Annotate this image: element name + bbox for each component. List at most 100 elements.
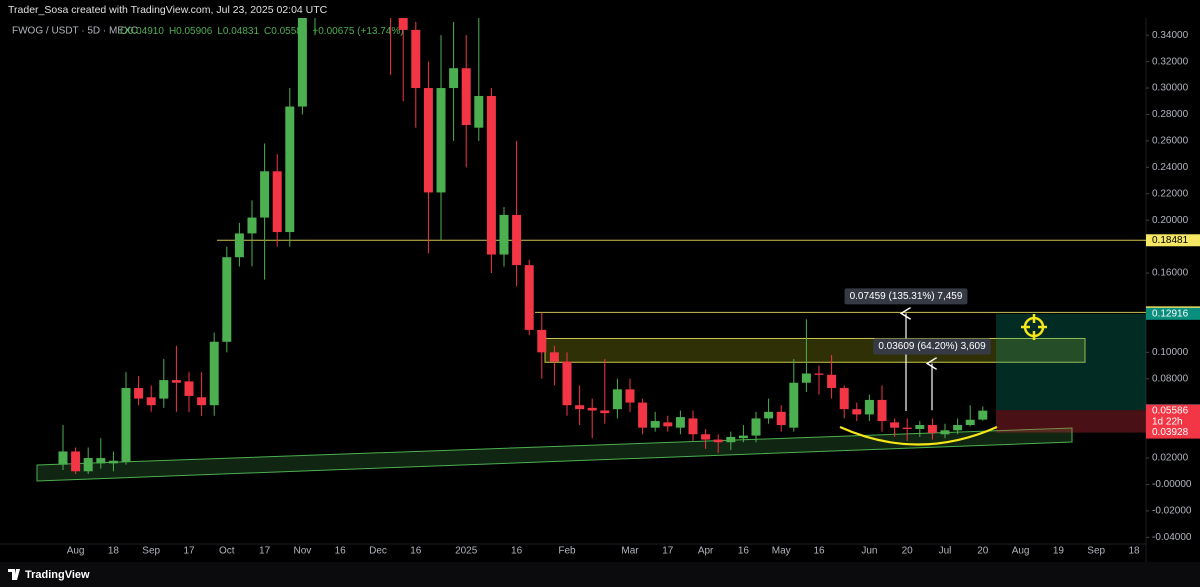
- candle-body: [864, 399, 874, 415]
- x-tick-label: 17: [259, 546, 271, 557]
- candle-body: [108, 460, 118, 464]
- candle-body: [461, 68, 471, 126]
- price-label-bg: [1146, 307, 1200, 320]
- loss-box: [996, 410, 1146, 433]
- plot: 0.07459 (135.31%) 7,459 0.03609 (64.20%) …: [36, 18, 1146, 482]
- y-tick-label: 0.08000: [1152, 373, 1189, 384]
- x-tick-label: 16: [813, 546, 825, 557]
- y-tick-label: 0.20000: [1152, 215, 1189, 226]
- candle-body: [537, 329, 547, 353]
- x-tick-label: Oct: [219, 546, 235, 557]
- x-tick-label: 20: [902, 546, 914, 557]
- candle-body: [197, 397, 207, 406]
- x-tick-label: 18: [108, 546, 120, 557]
- candle-body: [486, 95, 496, 255]
- x-tick-label: Apr: [698, 546, 714, 557]
- price-label-bg: [1146, 234, 1200, 247]
- candle-body: [688, 418, 698, 435]
- candle-body: [423, 88, 433, 193]
- y-tick-label: -0.00000: [1152, 479, 1192, 490]
- price-axis: 0.34000 0.32000 0.30000 0.28000 0.26000 0.240…: [1146, 30, 1200, 543]
- candle-body: [675, 417, 685, 428]
- candle-body: [285, 106, 295, 233]
- candle-body: [713, 439, 723, 443]
- candle-body: [297, 18, 307, 107]
- measure-label: 0.07459 (135.31%) 7,459: [850, 291, 963, 302]
- y-tick-label: 0.26000: [1152, 136, 1189, 147]
- candle-body: [600, 410, 610, 414]
- y-tick-label: 0.30000: [1152, 83, 1189, 94]
- x-tick-label: 16: [738, 546, 750, 557]
- x-tick-label: Nov: [294, 546, 312, 557]
- candle-body: [71, 451, 81, 472]
- price-label-bg: [1146, 404, 1200, 429]
- y-tick-label: -0.02000: [1152, 506, 1192, 517]
- candle-body: [184, 381, 194, 396]
- y-tick-label: 0.28000: [1152, 109, 1189, 120]
- candle-body: [398, 18, 408, 30]
- measure-label: 0.03609 (64.20%) 3,609: [878, 341, 986, 352]
- candle-body: [121, 388, 131, 463]
- price-label: 0.18481: [1152, 235, 1189, 246]
- countdown-label: 1d 22h: [1152, 416, 1183, 427]
- candle-body: [738, 435, 748, 439]
- price-label: 0.03928: [1152, 427, 1189, 438]
- x-tick-label: May: [772, 546, 791, 557]
- candle-body: [575, 405, 585, 410]
- candle-body: [134, 388, 144, 399]
- x-tick-label: 16: [410, 546, 422, 557]
- candle-body: [222, 257, 232, 342]
- measure-label-bg: [873, 338, 991, 355]
- candle-body: [814, 373, 824, 375]
- footer: [0, 562, 1200, 587]
- candle-body: [965, 419, 975, 426]
- candle-body: [625, 389, 635, 403]
- candle-body: [562, 361, 572, 406]
- x-tick-label: Jun: [861, 546, 877, 557]
- x-tick-label: Sep: [1087, 546, 1105, 557]
- brand-logo: [8, 569, 20, 580]
- rounding-bottom-arc: [839, 425, 998, 446]
- x-tick-label: Aug: [1012, 546, 1030, 557]
- y-tick-label: -0.04000: [1152, 532, 1192, 543]
- candle-body: [940, 430, 950, 435]
- candle-body: [436, 88, 446, 193]
- x-tick-label: 2025: [455, 546, 478, 557]
- candle-body: [411, 29, 421, 89]
- candle-body: [764, 411, 774, 419]
- candle-body: [159, 380, 169, 399]
- candle-body: [877, 399, 887, 422]
- x-tick-label: Feb: [558, 546, 576, 557]
- x-tick-label: 18: [1128, 546, 1140, 557]
- ohlc-value: C0.05586: [264, 26, 308, 37]
- symbol: FWOG / USDT · 5D · MEXC: [12, 26, 138, 37]
- ohlc-value: O0.04910: [120, 26, 164, 37]
- x-tick-label: 19: [1053, 546, 1065, 557]
- candle-body: [83, 458, 93, 472]
- candle-body: [234, 233, 244, 258]
- x-tick-label: 17: [662, 546, 674, 557]
- y-tick-label: 0.32000: [1152, 56, 1189, 67]
- candle-body: [549, 352, 559, 362]
- candle-body: [499, 214, 509, 255]
- profit-box: [996, 313, 1146, 411]
- price-label: 0.05586: [1152, 405, 1189, 416]
- x-tick-label: Sep: [142, 546, 160, 557]
- x-tick-label: Jul: [939, 546, 952, 557]
- ohlc-value: L0.04831: [217, 26, 259, 37]
- candle-body: [260, 171, 270, 218]
- measure-label-bg: [844, 288, 968, 305]
- candle-body: [96, 458, 106, 464]
- candle-body: [915, 425, 925, 429]
- candle-body: [650, 421, 660, 428]
- annotations: 0.07459 (135.31%) 7,459 0.03609 (64.20%) …: [844, 288, 991, 411]
- candle-body: [209, 341, 219, 406]
- candle-body: [638, 402, 648, 428]
- target-icon: [1021, 314, 1047, 340]
- candle-body: [587, 407, 597, 411]
- time-axis: Aug 18 Sep 17 Oct 17 Nov 16 Dec 16 2025 16 Feb Mar 17 A…: [67, 546, 1140, 557]
- brand: TradingView: [25, 569, 90, 581]
- y-tick-label: 0.34000: [1152, 30, 1189, 41]
